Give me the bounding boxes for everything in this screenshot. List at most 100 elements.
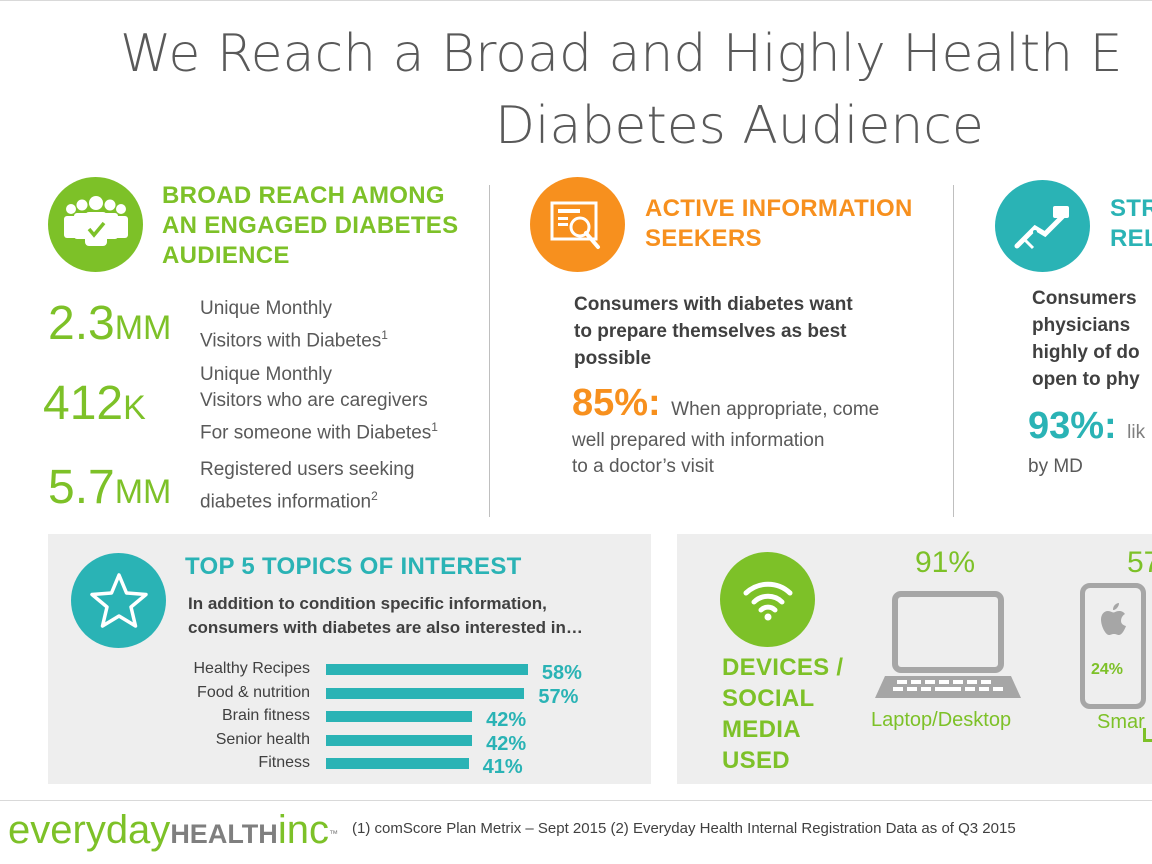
footnote-ref: 2 — [371, 489, 378, 503]
devices-heading-line: SOCIAL — [722, 685, 815, 712]
section2-heading: ACTIVE INFORMATION SEEKERS — [645, 194, 913, 254]
smartphone-apple-icon: 24% — [1080, 583, 1146, 709]
section2-stat-text-cont: well prepared with information to a doct… — [572, 428, 824, 480]
bar — [326, 758, 469, 769]
section2-body: Consumers with diabetes want to prepare … — [574, 291, 853, 372]
stat-number: 412 — [43, 377, 124, 430]
section3-stat: 93%: lik — [1028, 405, 1145, 448]
bar-label: Food & nutrition — [197, 683, 310, 701]
section2-heading-line: SEEKERS — [645, 225, 762, 252]
stat-unit: MM — [114, 473, 172, 511]
stat-registered-users: 5.7MM — [48, 462, 171, 518]
stat-caregivers-desc: Unique Monthly Visitors who are caregive… — [200, 362, 438, 446]
title-line-1: We Reach a Broad and Highly Health E — [120, 24, 1123, 84]
wifi-icon — [720, 552, 815, 647]
phone-label: Smar — [1097, 711, 1145, 733]
section3-body-line: Consumers — [1032, 288, 1137, 309]
handshake-icon — [995, 180, 1090, 272]
devices-heading-line: USED — [722, 747, 790, 774]
section3-stat-line2: by MD — [1028, 456, 1083, 477]
bar-label: Brain fitness — [221, 707, 310, 724]
bar-value-label: 41% — [482, 756, 523, 778]
topics-subtext: In addition to condition specific inform… — [188, 592, 583, 640]
laptop-icon — [873, 590, 1023, 713]
stat-caregivers: 412K — [43, 378, 146, 434]
topics-heading: TOP 5 TOPICS OF INTEREST — [185, 553, 522, 580]
section2-body-line: possible — [574, 348, 652, 369]
top-divider — [0, 0, 1152, 1]
stat-number: 5.7 — [48, 461, 115, 514]
bar-value-label: 42% — [486, 732, 527, 755]
stat-desc-line: Unique Monthly — [200, 364, 333, 385]
column-divider — [489, 185, 490, 517]
logo-tm: ™ — [328, 828, 338, 839]
stat-number: 2.3 — [48, 297, 115, 350]
stat-desc-line: For someone with Diabetes — [200, 422, 432, 444]
section2-stat-value: 85%: — [572, 382, 661, 424]
section3-body-line: physicians — [1032, 315, 1131, 336]
phone-inner-percent: 24% — [1091, 661, 1124, 678]
section2-body-line: to prepare themselves as best — [574, 321, 847, 342]
section3-heading-line: STR — [1110, 195, 1152, 222]
document-search-icon — [530, 177, 625, 272]
section1-heading-line: AUDIENCE — [162, 242, 290, 269]
section1-heading: BROAD REACH AMONG AN ENGAGED DIABETES AU… — [162, 181, 458, 271]
bar — [326, 711, 473, 722]
section2-stat-line: well prepared with information — [572, 430, 825, 451]
footnote-text: (1) comScore Plan Metrix – Sept 2015 (2)… — [352, 820, 1016, 837]
section1-heading-line: BROAD REACH AMONG — [162, 182, 445, 209]
bar — [326, 664, 528, 675]
stat-desc-line: diabetes information — [200, 491, 372, 513]
phone-percent: 57 — [1127, 546, 1152, 579]
bar-label: Senior health — [215, 730, 310, 748]
section2-stat-line: to a doctor’s visit — [572, 456, 714, 477]
bar-value-label: 58% — [541, 662, 582, 684]
stat-unique-visitors: 2.3MM — [48, 298, 171, 354]
logo-inc: inc — [277, 808, 329, 852]
stat-unit: MM — [114, 309, 172, 347]
footnote-ref: 1 — [431, 420, 438, 434]
column-divider — [953, 185, 954, 517]
topics-subtext-line: In addition to condition specific inform… — [188, 594, 547, 613]
section3-heading: STR REL — [1110, 194, 1152, 254]
logo-everyday: everyday — [8, 808, 171, 852]
title-line-2: Diabetes Audience — [495, 96, 984, 156]
section3-body-line: open to phy — [1032, 369, 1140, 390]
everyday-health-logo: everydayHEALTHinc™ — [8, 808, 338, 853]
section2-heading-line: ACTIVE INFORMATION — [645, 195, 913, 222]
phone-bracket — [1143, 728, 1152, 742]
devices-heading-line: MEDIA — [722, 716, 801, 743]
section3-stat-text: lik — [1127, 422, 1146, 443]
bar — [326, 734, 473, 746]
section3-stat-value: 93%: — [1028, 405, 1117, 447]
topics-subtext-line: consumers with diabetes are also interes… — [188, 618, 583, 637]
stat-desc-line: Unique Monthly — [200, 298, 333, 319]
section3-body: Consumers physicians highly of do open t… — [1032, 285, 1140, 393]
stat-desc-line: Registered users seeking — [200, 459, 415, 480]
stat-unit: K — [123, 389, 146, 427]
bar-label: Fitness — [258, 754, 310, 771]
section2-stat: 85%: When appropriate, come — [572, 382, 879, 425]
group-check-icon — [48, 177, 143, 272]
bar-value-label: 42% — [486, 709, 527, 731]
star-icon — [71, 553, 166, 648]
section3-body-line: highly of do — [1032, 342, 1140, 363]
laptop-percent: 91% — [915, 546, 976, 579]
footnote-ref: 1 — [381, 328, 388, 342]
devices-heading: DEVICES / SOCIAL MEDIA USED — [722, 652, 843, 776]
topics-bar-chart: Healthy Recipes 58% Food & nutrition 57% Bra… — [180, 659, 640, 779]
bar-label: Healthy Recipes — [193, 660, 311, 677]
section3-heading-line: REL — [1110, 225, 1152, 252]
logo-health: HEALTH — [170, 819, 278, 849]
bar-value-label: 57% — [538, 685, 579, 708]
bar — [326, 687, 525, 699]
stat-desc-line: Visitors with Diabetes — [200, 330, 382, 352]
footer-divider — [0, 800, 1152, 801]
devices-heading-line: DEVICES / — [722, 654, 844, 681]
stat-desc-line: Visitors who are caregivers — [200, 390, 428, 411]
section2-stat-text: When appropriate, come — [671, 399, 880, 420]
stat-unique-visitors-desc: Unique Monthly Visitors with Diabetes1 — [200, 296, 388, 354]
section2-body-line: Consumers with diabetes want — [574, 294, 853, 315]
section1-heading-line: AN ENGAGED DIABETES — [162, 212, 459, 239]
laptop-label: Laptop/Desktop — [871, 709, 1012, 731]
